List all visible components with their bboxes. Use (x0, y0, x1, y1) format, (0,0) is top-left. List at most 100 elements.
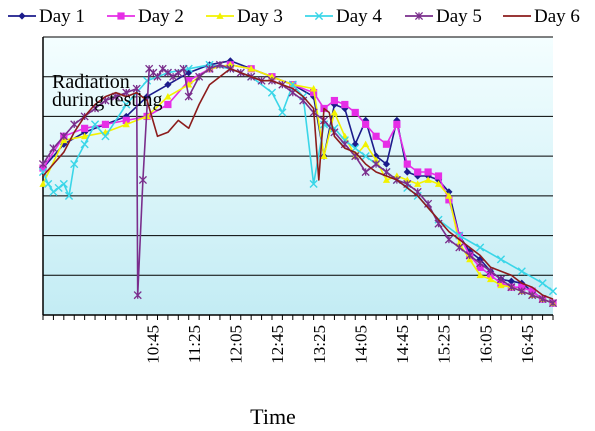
x-tick-label: 13:25 (310, 325, 329, 364)
data-point-day-2 (81, 124, 89, 132)
data-point-day-5 (528, 291, 537, 300)
series-day-6 (42, 68, 554, 300)
data-point-day-5 (476, 259, 485, 268)
legend-marker-day-3 (216, 12, 224, 19)
data-point-day-5 (133, 291, 142, 300)
data-point-day-3 (320, 152, 328, 160)
data-point-day-5 (215, 60, 224, 69)
annotation-line-2: during testing (52, 89, 163, 111)
plot-area (43, 37, 553, 315)
data-point-day-4 (90, 120, 100, 129)
data-point-day-2 (403, 160, 411, 168)
legend-marker-day-1 (18, 12, 26, 20)
data-point-day-3 (466, 255, 474, 263)
data-point-day-3 (497, 281, 505, 289)
data-point-day-2 (185, 77, 193, 85)
data-point-day-3 (434, 180, 443, 187)
data-point-day-5 (548, 299, 558, 308)
data-point-day-5 (59, 132, 68, 141)
data-point-day-3 (60, 136, 68, 144)
data-point-day-2 (434, 172, 443, 180)
data-point-day-3 (486, 275, 495, 283)
data-point-day-3 (247, 65, 255, 72)
data-point-day-3 (382, 176, 391, 183)
data-point-day-2 (341, 100, 349, 109)
data-point-day-2 (330, 96, 339, 105)
x-tick-label: 14:05 (351, 325, 370, 364)
data-point-day-2 (101, 120, 110, 128)
legend-item-day-1: Day 1 (8, 6, 85, 27)
data-point-day-1 (382, 160, 391, 168)
y-gridlines (43, 36, 553, 276)
data-point-day-4 (64, 191, 74, 200)
data-point-day-2 (39, 164, 47, 172)
data-point-day-4 (496, 255, 506, 264)
data-point-day-4 (267, 88, 277, 97)
data-point-day-2 (414, 168, 422, 176)
data-point-day-4 (538, 279, 547, 288)
data-point-day-2 (476, 263, 484, 271)
data-point-day-1 (164, 81, 172, 89)
data-point-day-5 (169, 72, 178, 81)
data-point-day-1 (351, 140, 359, 148)
data-point-day-3 (164, 92, 172, 100)
x-tick-label: 12:05 (227, 325, 246, 364)
data-point-day-3 (445, 192, 453, 199)
legend: Day 1 Day 2 Day 3 Day 4 Day 5 Day 6 (8, 6, 580, 27)
data-point-day-4 (517, 267, 526, 276)
legend-label-day-3: Day 3 (237, 6, 283, 27)
data-point-day-3 (122, 120, 130, 128)
data-point-day-1 (445, 188, 453, 196)
data-point-day-3 (330, 108, 339, 116)
data-point-day-4 (49, 187, 58, 196)
x-tick-label: 15:25 (435, 325, 454, 364)
data-point-day-1 (507, 277, 515, 285)
data-point-day-4 (278, 108, 287, 117)
x-axis-ticks: 10:45 11:25 12:05 12:45 13:25 14:05 14:45 15:25… (143, 325, 537, 364)
x-tick-label: 11:25 (185, 325, 204, 363)
data-point-day-2 (122, 116, 130, 124)
data-point-day-5 (195, 72, 204, 81)
annotation-line-1: Radiation (52, 71, 130, 93)
data-point-day-5 (132, 84, 141, 93)
data-point-day-4 (59, 179, 68, 189)
data-point-day-5 (351, 152, 360, 161)
data-point-day-5 (517, 287, 526, 296)
data-point-day-4 (476, 243, 485, 252)
x-axis-title: Time (250, 404, 296, 429)
data-point-day-3 (414, 180, 422, 187)
data-point-day-2 (424, 168, 432, 176)
data-point-day-4 (70, 159, 79, 169)
x-tick-label: 16:05 (476, 325, 495, 364)
data-point-day-5 (205, 64, 214, 73)
data-point-day-5 (158, 64, 167, 73)
data-point-day-5 (507, 283, 516, 292)
data-point-day-2 (518, 283, 526, 291)
data-point-day-5 (163, 68, 172, 77)
data-point-day-5 (153, 72, 162, 81)
data-point-day-2 (445, 196, 453, 204)
legend-item-day-4: Day 4 (305, 6, 382, 27)
data-point-day-5 (179, 64, 188, 73)
data-point-day-2 (362, 120, 370, 128)
legend-item-day-6: Day 6 (503, 6, 580, 27)
legend-label-day-1: Day 1 (39, 6, 85, 27)
data-point-day-2 (164, 100, 172, 109)
data-point-day-5 (49, 144, 58, 153)
data-point-day-5 (372, 160, 381, 169)
x-tick-label: 10:45 (143, 325, 162, 364)
legend-marker-day-4 (314, 11, 324, 21)
data-point-day-3 (310, 85, 318, 92)
data-point-day-3 (476, 271, 484, 279)
legend-label-day-2: Day 2 (138, 6, 184, 27)
x-tick-label: 16:45 (518, 325, 537, 364)
data-point-day-2 (351, 108, 359, 117)
data-point-day-5 (465, 251, 474, 260)
data-point-day-5 (455, 243, 464, 252)
series-layer (38, 57, 558, 308)
data-point-day-2 (486, 271, 495, 279)
x-tick-label: 12:45 (268, 325, 287, 364)
legend-item-day-3: Day 3 (206, 6, 283, 27)
data-point-day-5 (444, 235, 453, 244)
